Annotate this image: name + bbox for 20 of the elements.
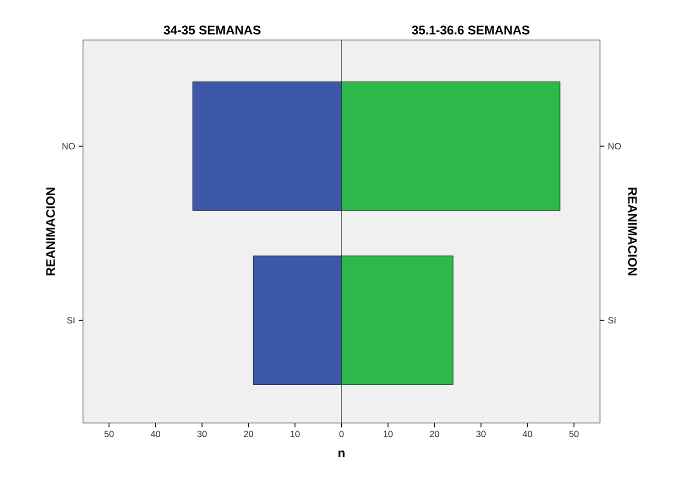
chart-title: 35.1-36.6 SEMANAS xyxy=(412,26,530,34)
x-tick-label: 30 xyxy=(476,430,486,438)
x-tick-label: 40 xyxy=(150,430,160,438)
x-tick-label: 40 xyxy=(522,430,532,438)
y-tick-label: NO xyxy=(608,143,621,150)
y-tick-label: NO xyxy=(62,143,75,150)
y-tick-label: SI xyxy=(67,317,74,324)
x-axis-title: n xyxy=(338,450,345,458)
y-axis-title: REANIMACION xyxy=(46,188,55,276)
x-tick-label: 20 xyxy=(244,430,254,438)
x-tick-label: 10 xyxy=(384,430,393,438)
y-axis-title: REANIMACION xyxy=(628,188,637,276)
y-tick-label: SI xyxy=(608,317,616,324)
x-tick-label: 50 xyxy=(569,430,579,438)
chart-title: 34-35 SEMANAS xyxy=(164,26,261,34)
x-tick-label: 20 xyxy=(430,430,440,438)
x-tick-label: 50 xyxy=(104,430,114,438)
x-tick-label: 0 xyxy=(339,430,344,438)
x-tick-label: 10 xyxy=(290,430,300,438)
x-tick-label: 30 xyxy=(197,430,207,438)
